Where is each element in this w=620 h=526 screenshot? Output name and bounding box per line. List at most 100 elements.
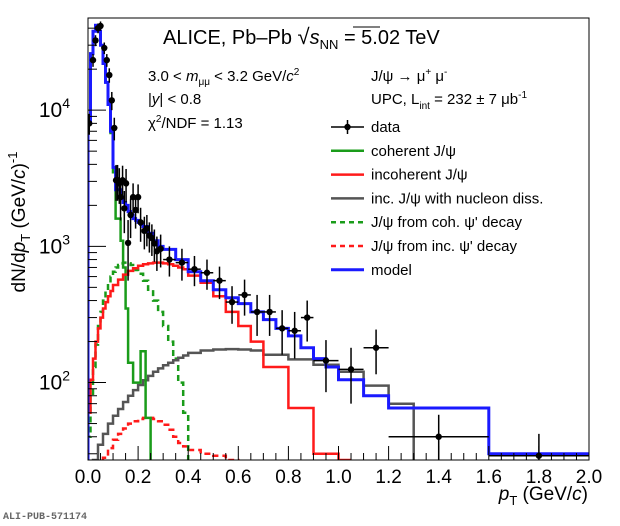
data-point [111,117,118,141]
legend-item: coherent J/ψ [331,143,456,160]
data-point [213,266,226,300]
data-marker [129,193,137,201]
series-j-from-inc-decay [88,416,253,460]
data-marker [157,245,164,252]
data-marker [191,265,198,273]
data-marker [347,366,355,373]
publication-id: ALI-PUB-571174 [3,512,87,523]
data-marker [124,239,132,247]
x-tick-label: 0.6 [225,467,251,488]
y-tick-label: 104 [39,95,70,122]
chart-title: ALICE, Pb–Pb √sNN = 5.02 TeV [163,24,440,52]
annotation-chi2: χ2/NDF = 1.13 [148,114,243,132]
series-coherent-j [88,24,152,460]
y-tick-label: 102 [39,368,70,395]
data-point [106,68,113,83]
data-point [200,259,214,290]
data-marker [151,240,158,247]
data-marker [303,314,311,321]
data-marker [241,291,248,299]
legend-item: model [331,262,412,279]
data-marker [134,193,142,201]
data-point [137,207,144,242]
data-point [121,190,128,234]
data-point [122,168,130,203]
data-point [313,340,339,393]
legend-swatch-marker [344,123,351,131]
data-point [275,310,289,355]
data-point [92,35,99,47]
annotation-mass-cut: 3.0 < mμμ < 3.2 GeV/c2 [148,67,300,88]
legend-label: J/ψ from coh. ψ' decay [371,214,522,231]
x-tick-label: 0.4 [175,467,202,488]
data-marker [435,433,442,440]
data-marker [148,234,156,242]
data-marker [372,344,380,351]
legend-item: J/ψ from coh. ψ' decay [331,214,522,231]
data-marker [178,259,186,266]
data-point [388,414,489,460]
legend-item: J/ψ from inc. ψ' decay [331,238,517,255]
data-point [157,234,164,268]
legend-item: inc. J/ψ with nucleon diss. [331,190,543,207]
data-marker [121,205,128,212]
data-point [163,246,176,277]
data-point [363,329,389,375]
legend-label: coherent J/ψ [371,143,456,160]
data-marker [101,44,108,52]
legend: data coherent J/ψ incoherent J/ψ inc. J/ψ w… [331,119,543,279]
data-marker [127,211,134,219]
x-axis-label: pT (GeV/c) [498,484,588,508]
x-tick-label: 1.6 [476,467,502,488]
data-point [148,224,156,256]
annotation-rapidity-cut: |y| < 0.8 [148,91,201,108]
data-marker [253,308,261,316]
data-point [143,214,151,247]
data-point [175,248,189,281]
legend-label: data [371,119,401,136]
series-incoherent-j [88,261,351,460]
data-marker [132,206,139,214]
data-point [263,294,276,336]
data-marker [97,22,104,30]
data-marker [203,269,211,276]
x-tick-label: 1.0 [325,467,351,488]
data-point [89,54,97,67]
data-point [300,300,314,342]
legend-label: model [371,262,412,279]
data-marker [103,56,110,64]
legend-label: incoherent J/ψ [371,167,468,184]
legend-label: J/ψ from inc. ψ' decay [371,238,517,255]
x-tick-label: 2.0 [576,467,602,488]
y-tick-label: 103 [39,231,70,258]
data-marker [122,180,130,187]
data-marker [166,256,173,263]
data-point [250,294,264,336]
series-clip-group [88,21,589,460]
data-point [127,198,134,239]
data-marker [216,277,223,284]
data-point [288,311,301,359]
data-point [97,21,104,31]
annotation-luminosity: UPC, Lint = 232 ± 7 μb-1 [371,90,527,112]
data-marker [322,357,330,364]
x-tick-label: 1.2 [375,467,401,488]
series-layer [88,21,589,460]
axes-layer: 0.0 0.2 0.4 0.6 0.8 1.0 1.2 1.4 1.6 1.8 2.0 102 103 1… [39,17,602,488]
data-point [338,347,364,404]
y-axis-label: dN/dpT (GeV/c)-1 [5,152,33,293]
x-tick-label: 1.4 [425,467,452,488]
data-points [88,21,589,460]
data-point [132,195,139,229]
data-marker [108,97,115,104]
series-j-from-coh-decay [88,261,194,460]
x-tick-label: 0.2 [125,467,151,488]
data-marker [106,71,113,79]
data-point [101,42,108,55]
legend-item: data [331,119,401,136]
data-marker [278,325,286,332]
series-inc-j-with-nucleon-diss [88,347,415,460]
data-point [124,220,132,281]
data-point [134,184,142,214]
